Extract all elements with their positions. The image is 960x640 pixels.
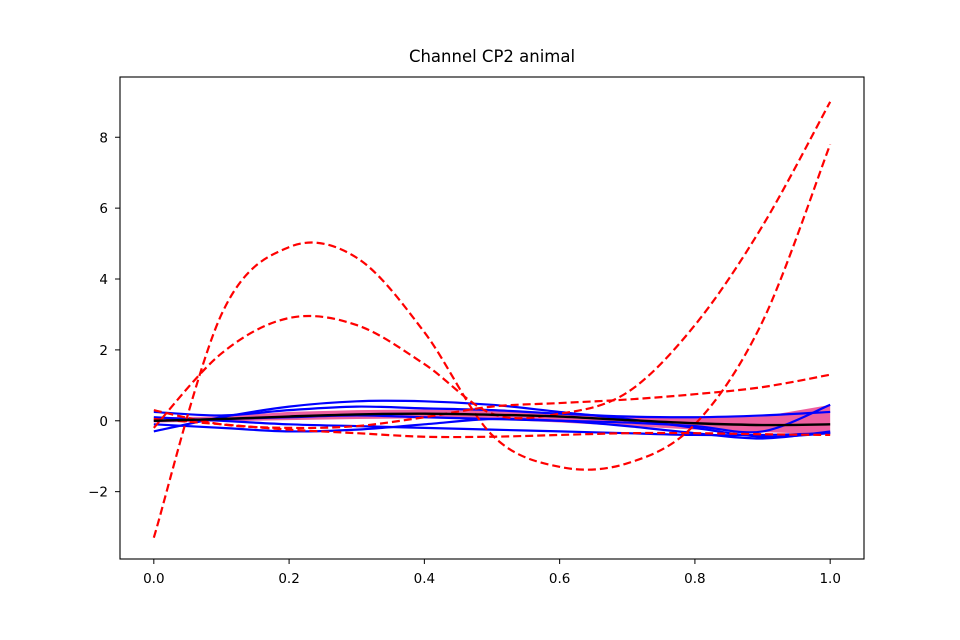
x-axis-ticks: 0.0 0.2 0.4 0.6 0.8 1.0: [143, 559, 841, 587]
y-tick-label: −2: [88, 485, 108, 501]
y-tick-label: 0: [99, 414, 108, 430]
y-tick-label: 8: [99, 130, 108, 146]
y-axis-ticks: −2 0 2 4 6 8: [88, 130, 120, 501]
y-tick-label: 4: [99, 272, 108, 288]
series-layer: [152, 101, 832, 539]
x-tick-label: 0.8: [684, 571, 705, 587]
y-tick-label: 2: [99, 343, 108, 359]
confidence-band-layer: [153, 404, 831, 435]
series-line-dashed-0: [152, 143, 832, 539]
series-line-solid-8: [153, 416, 831, 437]
chart-title: Channel CP2 animal: [409, 47, 575, 66]
x-tick-label: 0.2: [278, 571, 299, 587]
series-line-solid-5: [153, 399, 831, 438]
plot-area-frame: [119, 76, 865, 560]
confidence-band: [153, 404, 831, 435]
series-line-dashed-3: [153, 417, 831, 439]
series-line-mean-9: [153, 412, 831, 427]
x-tick-label: 1.0: [819, 571, 840, 587]
series-line-dashed-2: [153, 373, 831, 430]
x-tick-label: 0.0: [143, 571, 164, 587]
series-line-solid-4: [153, 405, 831, 419]
x-tick-label: 0.6: [549, 571, 570, 587]
x-tick-label: 0.4: [414, 571, 435, 587]
y-tick-label: 6: [99, 201, 108, 217]
